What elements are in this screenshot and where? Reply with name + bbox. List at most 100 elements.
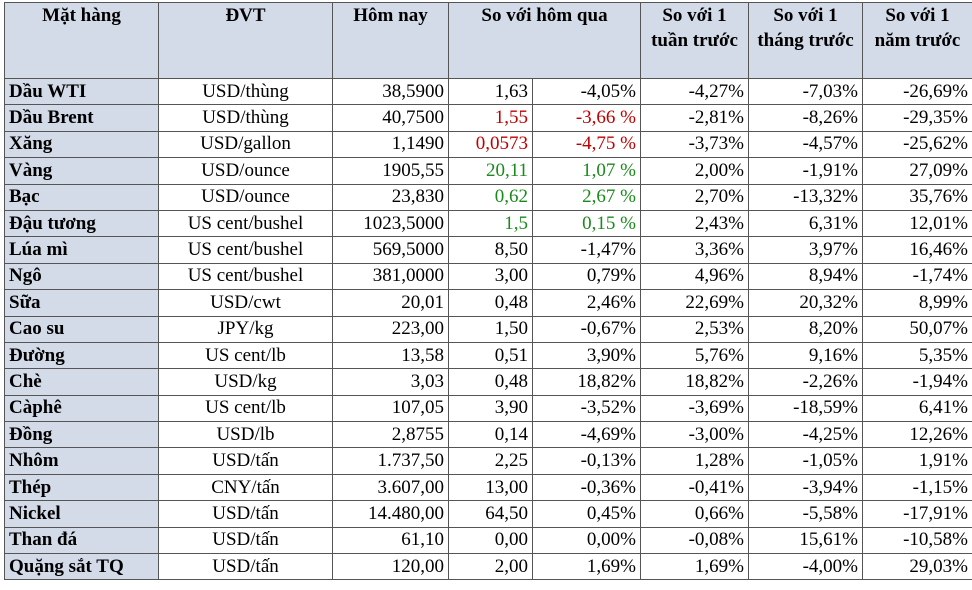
unit-cell: JPY/kg — [159, 316, 333, 342]
year-change-cell: 35,76% — [863, 184, 972, 210]
change-percent-cell: 0,79% — [533, 263, 641, 289]
price-today-cell: 1,1490 — [333, 131, 449, 157]
week-change-cell: -0,41% — [641, 474, 749, 500]
header-item: Mặt hàng — [5, 3, 159, 79]
change-percent-cell: -4,05% — [533, 79, 641, 105]
week-change-cell: 1,69% — [641, 554, 749, 580]
year-change-cell: -1,94% — [863, 369, 972, 395]
change-percent-cell: -3,52% — [533, 395, 641, 421]
header-vs-month: So với 1 tháng trước — [749, 3, 863, 79]
month-change-cell: -4,57% — [749, 131, 863, 157]
year-change-cell: 16,46% — [863, 237, 972, 263]
year-change-cell: 1,91% — [863, 448, 972, 474]
price-today-cell: 3.607,00 — [333, 474, 449, 500]
week-change-cell: -2,81% — [641, 105, 749, 131]
year-change-cell: 27,09% — [863, 158, 972, 184]
change-percent-cell: 0,00% — [533, 527, 641, 553]
change-percent-cell: 1,69% — [533, 554, 641, 580]
month-change-cell: -1,05% — [749, 448, 863, 474]
commodity-name: Nickel — [5, 501, 159, 527]
change-percent-cell: 1,07 % — [533, 158, 641, 184]
unit-cell: USD/cwt — [159, 290, 333, 316]
commodity-name: Xăng — [5, 131, 159, 157]
month-change-cell: 3,97% — [749, 237, 863, 263]
price-today-cell: 13,58 — [333, 342, 449, 368]
change-percent-cell: 2,46% — [533, 290, 641, 316]
price-today-cell: 38,5900 — [333, 79, 449, 105]
change-value-cell: 3,90 — [449, 395, 533, 421]
unit-cell: US cent/bushel — [159, 237, 333, 263]
price-today-cell: 20,01 — [333, 290, 449, 316]
change-percent-cell: -0,36% — [533, 474, 641, 500]
unit-cell: USD/thùng — [159, 105, 333, 131]
week-change-cell: 3,36% — [641, 237, 749, 263]
week-change-cell: 4,96% — [641, 263, 749, 289]
month-change-cell: -18,59% — [749, 395, 863, 421]
unit-cell: USD/ounce — [159, 158, 333, 184]
change-value-cell: 13,00 — [449, 474, 533, 500]
month-change-cell: -7,03% — [749, 79, 863, 105]
unit-cell: USD/gallon — [159, 131, 333, 157]
change-percent-cell: 0,15 % — [533, 210, 641, 236]
change-value-cell: 0,0573 — [449, 131, 533, 157]
year-change-cell: 12,26% — [863, 422, 972, 448]
price-today-cell: 569,5000 — [333, 237, 449, 263]
change-value-cell: 0,62 — [449, 184, 533, 210]
month-change-cell: 8,20% — [749, 316, 863, 342]
price-today-cell: 1.737,50 — [333, 448, 449, 474]
week-change-cell: 2,53% — [641, 316, 749, 342]
commodity-name: Quặng sắt TQ — [5, 554, 159, 580]
month-change-cell: -4,00% — [749, 554, 863, 580]
change-percent-cell: 18,82% — [533, 369, 641, 395]
week-change-cell: 5,76% — [641, 342, 749, 368]
unit-cell: US cent/lb — [159, 395, 333, 421]
change-value-cell: 2,00 — [449, 554, 533, 580]
month-change-cell: -2,26% — [749, 369, 863, 395]
change-value-cell: 1,5 — [449, 210, 533, 236]
commodity-name: Cao su — [5, 316, 159, 342]
commodity-name: Đường — [5, 342, 159, 368]
price-today-cell: 223,00 — [333, 316, 449, 342]
price-today-cell: 3,03 — [333, 369, 449, 395]
change-percent-cell: -4,75 % — [533, 131, 641, 157]
price-today-cell: 2,8755 — [333, 422, 449, 448]
year-change-cell: -29,35% — [863, 105, 972, 131]
unit-cell: USD/tấn — [159, 501, 333, 527]
commodity-name: Càphê — [5, 395, 159, 421]
year-change-cell: -10,58% — [863, 527, 972, 553]
change-value-cell: 0,00 — [449, 527, 533, 553]
unit-cell: CNY/tấn — [159, 474, 333, 500]
price-today-cell: 1905,55 — [333, 158, 449, 184]
commodity-name: Bạc — [5, 184, 159, 210]
change-value-cell: 0,48 — [449, 369, 533, 395]
change-value-cell: 1,63 — [449, 79, 533, 105]
header-today: Hôm nay — [333, 3, 449, 79]
month-change-cell: -4,25% — [749, 422, 863, 448]
week-change-cell: 0,66% — [641, 501, 749, 527]
month-change-cell: -1,91% — [749, 158, 863, 184]
year-change-cell: -1,15% — [863, 474, 972, 500]
year-change-cell: 5,35% — [863, 342, 972, 368]
week-change-cell: 2,70% — [641, 184, 749, 210]
commodity-name: Nhôm — [5, 448, 159, 474]
unit-cell: USD/kg — [159, 369, 333, 395]
month-change-cell: 20,32% — [749, 290, 863, 316]
month-change-cell: 9,16% — [749, 342, 863, 368]
month-change-cell: -13,32% — [749, 184, 863, 210]
commodity-name: Đồng — [5, 422, 159, 448]
commodity-name: Lúa mì — [5, 237, 159, 263]
